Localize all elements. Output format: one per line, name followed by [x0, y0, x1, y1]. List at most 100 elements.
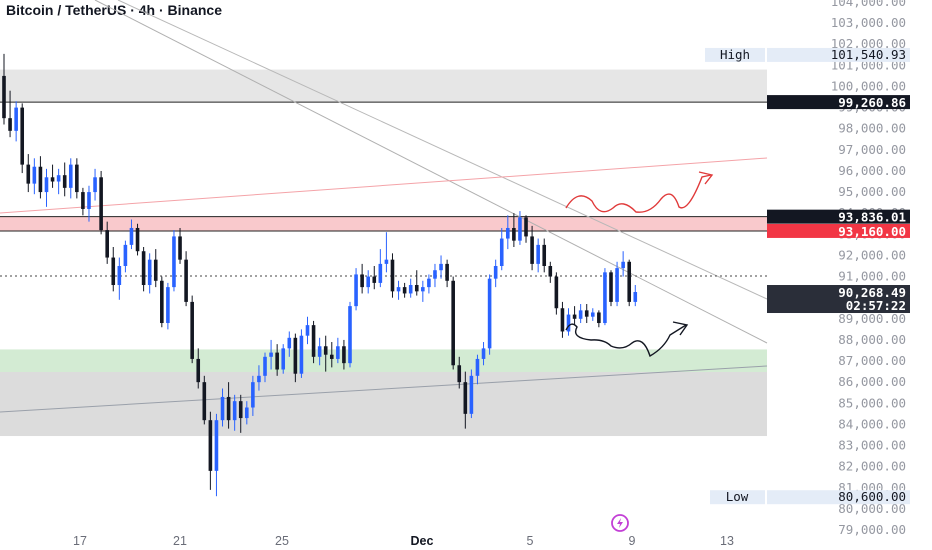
candle — [172, 230, 176, 292]
candle — [153, 249, 158, 288]
candle — [220, 388, 225, 427]
last-price-value: 90,268.49 — [838, 285, 906, 300]
candle — [597, 310, 601, 328]
trendline-support — [0, 365, 768, 413]
candle — [554, 272, 559, 315]
candle — [396, 280, 401, 300]
low-label-box — [710, 490, 765, 505]
trendline-red — [0, 157, 768, 214]
zone-1 — [0, 216, 767, 231]
candle — [615, 261, 619, 307]
candle — [584, 304, 589, 324]
candle — [232, 394, 237, 431]
price-tick-label: 82,000.00 — [838, 459, 906, 474]
candle — [26, 154, 31, 193]
candle — [518, 211, 522, 245]
candle — [621, 251, 625, 277]
candle — [287, 331, 292, 357]
high-value-box — [767, 47, 910, 62]
price-tick-label: 98,000.00 — [838, 121, 906, 136]
candle — [20, 103, 25, 174]
price-tag-box — [767, 209, 910, 224]
lightning-icon[interactable] — [611, 514, 629, 532]
low-value-box — [767, 490, 910, 505]
candle — [117, 257, 122, 300]
candle — [572, 306, 577, 326]
price-tag-box — [767, 95, 910, 110]
time-axis[interactable]: 17 21 25 Dec 5 9 13 — [73, 534, 734, 548]
price-tick-label: 85,000.00 — [838, 395, 906, 410]
candle — [208, 411, 213, 490]
candle — [360, 263, 364, 294]
bull-scenario-arrow — [565, 174, 712, 213]
candle — [390, 253, 395, 298]
date-tick-label: 25 — [275, 534, 289, 548]
candle — [135, 223, 140, 256]
candle — [481, 342, 486, 366]
candle — [111, 246, 116, 292]
candle — [414, 270, 419, 296]
candle — [184, 251, 188, 307]
price-tick-label: 92,000.00 — [838, 247, 906, 262]
candle — [372, 266, 377, 290]
price-tick-label: 95,000.00 — [838, 184, 906, 199]
candle — [512, 213, 516, 247]
candle — [123, 240, 128, 273]
candle — [269, 339, 273, 370]
candle — [160, 276, 164, 328]
candle — [469, 369, 474, 419]
trendline-lower — [117, 0, 768, 300]
candle — [166, 282, 170, 330]
candle — [342, 339, 346, 370]
candle — [68, 158, 73, 199]
candle — [226, 382, 231, 429]
candle — [2, 53, 6, 125]
price-tick-label: 96,000.00 — [838, 163, 906, 178]
candle — [275, 344, 279, 376]
price-tick-label: 79,000.00 — [838, 522, 906, 537]
price-tick-label: 87,000.00 — [838, 353, 906, 368]
candle — [354, 268, 358, 311]
zones-layer — [0, 69, 767, 437]
countdown-value: 02:57:22 — [846, 298, 906, 313]
price-tick-label: 100,000.00 — [831, 78, 906, 93]
trendline-upper — [94, 0, 768, 344]
candle — [141, 246, 146, 292]
candle — [263, 352, 267, 383]
high-value: 101,540.93 — [831, 47, 906, 62]
candle — [499, 227, 504, 271]
candle — [214, 413, 219, 497]
price-tick-label: 91,000.00 — [838, 269, 906, 284]
date-tick-label: 9 — [629, 534, 636, 548]
candle — [633, 285, 638, 307]
candle — [178, 227, 182, 264]
candle — [548, 261, 553, 283]
price-tick-label: 88,000.00 — [838, 332, 906, 347]
candle — [475, 354, 480, 385]
candle — [560, 301, 565, 338]
candle — [348, 301, 352, 368]
trendlines-layer — [0, 0, 768, 413]
candle — [408, 278, 413, 298]
candle — [433, 263, 437, 288]
date-tick-label: 21 — [173, 534, 187, 548]
date-tick-label: 17 — [73, 534, 87, 548]
candle — [366, 270, 370, 294]
candle — [463, 371, 468, 429]
candle — [530, 225, 534, 271]
candle — [251, 375, 255, 416]
price-axis[interactable]: 79,000.0080,000.0081,000.0082,000.0083,0… — [831, 0, 906, 537]
candle — [457, 356, 462, 389]
candle — [536, 238, 540, 273]
candle — [87, 185, 91, 222]
high-label-box — [705, 47, 765, 62]
candle — [487, 274, 492, 355]
candle — [129, 219, 134, 250]
candle — [311, 320, 316, 364]
zone-3 — [0, 372, 767, 437]
candle — [590, 308, 595, 321]
candle — [451, 276, 455, 370]
price-tick-label: 80,000.00 — [838, 501, 906, 516]
price-tag-box — [767, 223, 910, 238]
